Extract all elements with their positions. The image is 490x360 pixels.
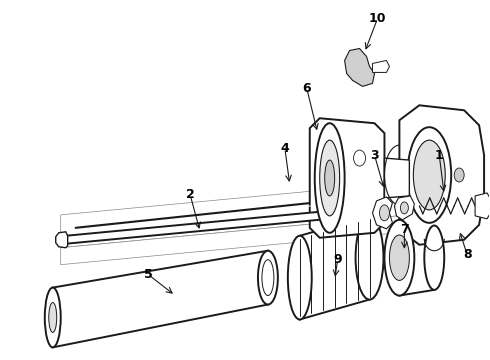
Ellipse shape [400, 202, 408, 214]
Text: 9: 9 [333, 253, 342, 266]
Text: 1: 1 [435, 149, 443, 162]
Ellipse shape [258, 251, 278, 305]
Ellipse shape [319, 140, 340, 216]
Ellipse shape [407, 127, 451, 223]
Polygon shape [399, 220, 434, 296]
Polygon shape [300, 216, 369, 319]
Polygon shape [344, 49, 374, 86]
Polygon shape [475, 193, 490, 219]
Ellipse shape [385, 220, 415, 296]
Ellipse shape [414, 140, 445, 210]
Ellipse shape [262, 260, 274, 296]
Text: 3: 3 [370, 149, 379, 162]
Text: 10: 10 [369, 12, 386, 25]
Text: 6: 6 [302, 82, 311, 95]
Text: 7: 7 [400, 223, 409, 236]
Ellipse shape [354, 150, 366, 166]
Polygon shape [394, 196, 415, 220]
Polygon shape [61, 213, 429, 265]
Text: 8: 8 [463, 248, 471, 261]
Text: 2: 2 [186, 188, 195, 202]
Polygon shape [66, 210, 340, 244]
Polygon shape [310, 118, 385, 238]
Polygon shape [372, 197, 392, 229]
Polygon shape [56, 232, 68, 248]
Polygon shape [385, 158, 409, 198]
Ellipse shape [454, 168, 464, 182]
Ellipse shape [288, 236, 312, 319]
Ellipse shape [325, 160, 335, 196]
Ellipse shape [315, 123, 344, 233]
Ellipse shape [356, 216, 384, 300]
Text: 5: 5 [144, 268, 153, 281]
Polygon shape [399, 105, 484, 245]
Ellipse shape [379, 205, 390, 221]
Text: 4: 4 [280, 141, 289, 155]
Ellipse shape [45, 288, 61, 347]
Polygon shape [372, 60, 390, 72]
Ellipse shape [390, 235, 409, 280]
Polygon shape [53, 251, 268, 347]
Ellipse shape [49, 302, 57, 332]
Polygon shape [61, 180, 429, 248]
Ellipse shape [424, 225, 444, 290]
